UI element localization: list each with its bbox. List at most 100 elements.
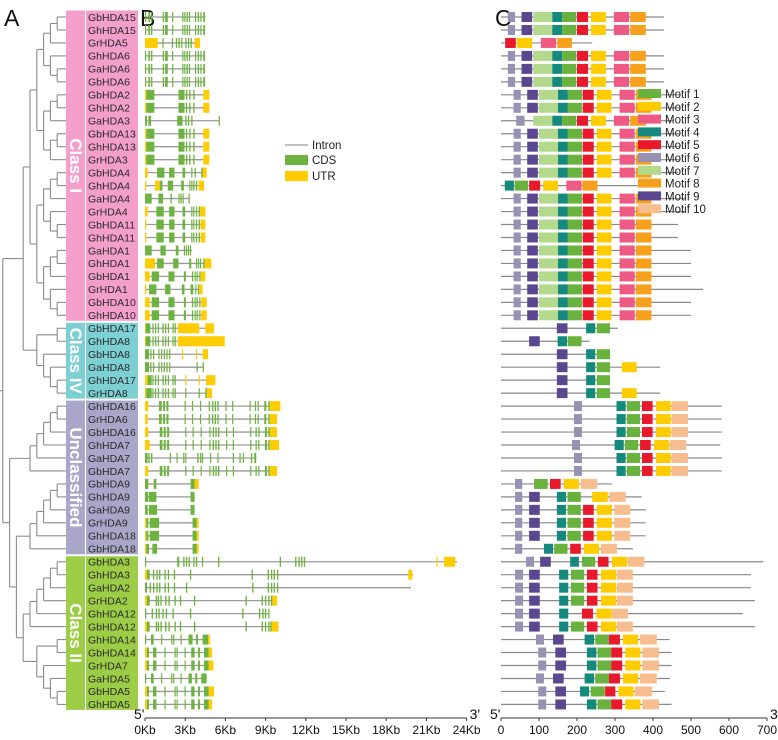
cds-exon	[155, 608, 158, 619]
cds-exon	[200, 76, 202, 87]
five-prime-label: 5'	[134, 706, 144, 722]
cds-exon	[192, 530, 197, 541]
cds-exon	[225, 414, 227, 425]
gene-structure-row	[145, 699, 212, 710]
cds-exon	[184, 660, 186, 671]
utr-block	[155, 180, 160, 191]
motif-5-block	[641, 452, 653, 463]
cds-exon	[197, 284, 200, 295]
protein-motif-row	[501, 349, 611, 360]
motif-1-block	[567, 284, 582, 295]
motif-10-block	[616, 569, 633, 580]
gene-name-labels: GbHDA15GhHDA15GrHDA5GhHDA6GaHDA6GbHDA6Gb…	[88, 12, 136, 711]
motif-8-block	[630, 24, 646, 35]
cds-exon	[165, 284, 171, 295]
motif-9-block	[556, 362, 568, 373]
motif-2-block	[596, 206, 612, 217]
motif-4-block	[558, 89, 568, 100]
motif-1-block	[567, 297, 582, 308]
motif-3-block	[540, 37, 557, 48]
cds-exon	[164, 686, 166, 697]
cds-exon	[249, 414, 251, 425]
utr-block	[205, 375, 216, 386]
gene-structure-row	[145, 621, 279, 632]
cds-exon	[165, 388, 167, 399]
gene-label: GaHDA5	[88, 673, 130, 685]
cds-exon	[268, 621, 270, 632]
motif-9-block	[529, 569, 540, 580]
utr-block	[200, 271, 206, 282]
cds-exon	[153, 478, 157, 489]
gene-label: GhHDA8	[88, 336, 130, 348]
gene-label: GhHDA10	[88, 310, 136, 322]
protein-motif-row	[501, 478, 612, 489]
cds-exon	[264, 414, 267, 425]
gene-structure-row	[145, 180, 204, 191]
motif-3-block	[566, 180, 582, 191]
cds-exon	[145, 362, 150, 373]
cds-exon	[174, 323, 176, 334]
gene-label: GrHDA8	[88, 388, 128, 400]
cds-exon	[179, 621, 182, 632]
motif-1-block	[567, 141, 582, 152]
motif-10-block	[642, 699, 660, 710]
motif-1-block	[554, 543, 568, 554]
motif-4-block	[558, 297, 568, 308]
cds-exon	[147, 621, 150, 632]
cds-exon	[155, 388, 157, 399]
motif-5-block	[611, 647, 623, 658]
motif-1-block	[567, 167, 582, 178]
motif-7-block	[539, 193, 558, 204]
motif-7-block	[539, 297, 558, 308]
utr-block	[145, 154, 147, 165]
cds-exon	[163, 414, 166, 425]
utr-block	[177, 323, 200, 334]
cds-exon	[188, 76, 191, 87]
cds-exon	[173, 258, 179, 269]
gene-structure-row	[145, 375, 216, 386]
cds-exon	[217, 401, 219, 412]
utr-block	[145, 414, 148, 425]
cds-exon	[257, 414, 259, 425]
cds-exon	[145, 634, 147, 645]
motif-6-block	[538, 686, 547, 697]
cds-exon	[267, 582, 269, 593]
motif-5-block	[582, 206, 594, 217]
motif-2-block	[656, 427, 671, 438]
axis-tick-label: 9Kb	[255, 723, 277, 737]
cds-exon	[156, 219, 164, 230]
cds-exon	[202, 634, 208, 645]
motif-9-block	[529, 595, 540, 606]
cds-exon	[194, 63, 197, 74]
gene-structure-row	[145, 271, 206, 282]
cds-exon	[158, 349, 160, 360]
protein-motif-row	[501, 647, 672, 658]
motif-2-block	[596, 232, 612, 243]
axis-tick-label: 600	[719, 723, 739, 737]
motif-5-block	[583, 530, 594, 541]
gene-label: GhHDA4	[88, 180, 130, 192]
cds-exon	[167, 388, 169, 399]
gene-structure-row	[145, 440, 279, 451]
motif-4-block	[586, 647, 597, 658]
cds-exon	[273, 582, 275, 593]
protein-motif-row	[501, 699, 672, 710]
cds-exon	[150, 362, 152, 373]
cds-exon	[149, 491, 157, 502]
motif-2-block	[591, 12, 606, 22]
protein-motif-row	[501, 271, 691, 282]
axis-tick-label: 500	[681, 723, 701, 737]
utr-block	[145, 465, 149, 476]
gene-label: GaHDA7	[88, 453, 130, 465]
cds-exon	[191, 271, 194, 282]
protein-motif-row	[501, 336, 590, 347]
motif-9-block	[529, 582, 540, 593]
motif-5-block	[577, 24, 589, 35]
cds-exon	[191, 297, 194, 308]
cds-exon	[205, 388, 207, 399]
cds-exon	[169, 167, 175, 178]
motif-4-block	[552, 115, 563, 126]
motif-2-block	[596, 193, 612, 204]
motif-4-block	[559, 608, 569, 619]
motif-9-block	[521, 12, 533, 22]
